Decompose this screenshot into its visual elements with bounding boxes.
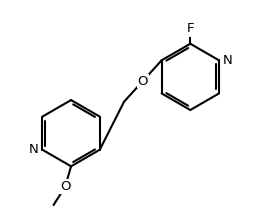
Text: N: N [29, 143, 38, 156]
Text: O: O [137, 75, 148, 88]
Text: F: F [187, 22, 194, 35]
Text: O: O [60, 180, 70, 193]
Text: N: N [223, 54, 233, 67]
